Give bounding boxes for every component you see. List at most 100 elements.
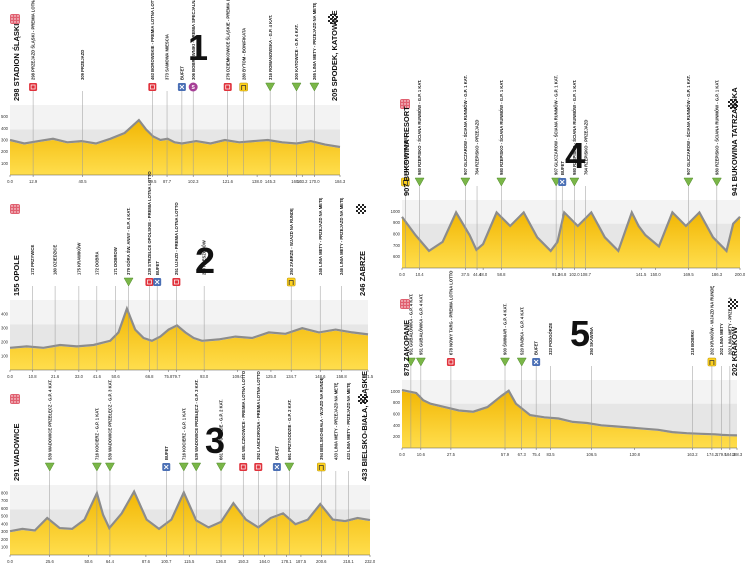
- y-tick-label: 400: [393, 423, 401, 428]
- poi-label: 394 BIELSKO-BIAŁA - WJAZD NA RUNDĘ: [319, 377, 324, 460]
- elevation-outline: [401, 209, 741, 254]
- finish-flag-check: [732, 307, 734, 309]
- finish-flag-check: [330, 16, 332, 18]
- finish-flag-check: [332, 22, 334, 24]
- elevation-area: [402, 391, 737, 448]
- poi-label: 172 PRZYWICE: [30, 245, 35, 275]
- start-flag-dot: [17, 205, 19, 207]
- start-flag-dot: [14, 208, 16, 210]
- finish-flag-check: [358, 398, 360, 400]
- x-tick-label: 158.8: [336, 374, 347, 379]
- start-flag-dot: [404, 300, 406, 302]
- x-tick-label: 163.2: [687, 452, 698, 457]
- poi-label: 951 GUBAŁÓWKA - G.P. 4 KAT.: [418, 294, 423, 355]
- x-tick-label: 171.5: [363, 374, 374, 379]
- poi-sprint-icon-inner: [448, 359, 454, 365]
- start-flag-dot: [401, 106, 403, 108]
- start-flag-dot: [11, 211, 13, 213]
- finish-flag-check: [360, 204, 362, 206]
- start-flag-dot: [407, 300, 409, 302]
- stage-finish-label: 941 BUKOWINA TATRZAŃSKA: [730, 87, 739, 196]
- poi-bonus-icon-arch: [709, 360, 715, 365]
- start-flag-dot: [14, 21, 16, 23]
- poi-sprint-icon: [446, 358, 455, 366]
- poi-feed-icon-cross: [163, 464, 169, 470]
- poi-climb-icon: [216, 462, 226, 472]
- x-tick-label: 12.9: [29, 179, 38, 184]
- y-tick-label: 400: [1, 126, 9, 131]
- start-flag-dot: [407, 106, 409, 108]
- x-tick-label: 40.5: [78, 179, 87, 184]
- poi-label: 481 WILCZKOWICE - PREMIA LOTNA LOTTO: [241, 370, 246, 460]
- finish-flag-icon: [728, 299, 738, 309]
- poi-label: 373 SAMOWA MIESCIA: [165, 34, 170, 80]
- start-flag-dot: [11, 205, 13, 207]
- poi-label: BUFET: [534, 341, 539, 355]
- y-tick-label: 300: [1, 529, 9, 534]
- poi-label: 539 WADOWICE PRZEŁĘCZ - G.P. 4 KAT.: [47, 379, 52, 460]
- finish-flag-icon: [328, 14, 338, 24]
- poi-label: BUFET: [274, 446, 279, 460]
- y-tick-label: 400: [1, 312, 9, 317]
- finish-flag-check: [360, 212, 362, 214]
- x-tick-label: 44.4: [473, 272, 482, 277]
- y-tick-label: 900: [393, 220, 401, 225]
- poi-feed-icon-cross: [274, 464, 280, 470]
- finish-flag-check: [358, 402, 360, 404]
- stage-number: 2: [195, 240, 215, 281]
- poi-label: 239 STRZELCE OPOLSKIE - PREMIA LOTNA LOT…: [147, 171, 152, 275]
- x-tick-label: 134.7: [286, 374, 297, 379]
- x-tick-label: 164.0: [259, 559, 270, 564]
- x-tick-label: 0.0: [7, 179, 13, 184]
- poi-climb-icon: [191, 462, 202, 472]
- poi-label: 539 WADOWICE PRZEŁĘCZ - G.P. 3 KAT.: [194, 379, 199, 460]
- y-tick-label: 200: [1, 340, 9, 345]
- poi-sprint-icon-inner: [174, 279, 179, 285]
- start-flag-dot: [17, 21, 19, 23]
- x-tick-label: 37.5: [461, 272, 470, 277]
- poi-climb-icon: [414, 177, 425, 187]
- poi-climb-icon: [291, 82, 302, 92]
- poi-sprint-icon-inner: [30, 84, 36, 90]
- poi-label: 951 GUBAŁÓWKA - G.P. 4 KAT.: [408, 294, 413, 355]
- finish-flag-check: [364, 212, 366, 214]
- poi-sprint-icon-inner: [240, 464, 246, 470]
- finish-flag-check: [366, 398, 368, 400]
- poi-bonus-icon: [707, 357, 717, 367]
- finish-flag-check: [358, 206, 360, 208]
- poi-label: 463 BOROWSKIE - PREMIA LOTNA LOTTO: [150, 0, 155, 80]
- x-tick-label: 188.3: [732, 452, 743, 457]
- x-tick-label: 66.8: [145, 374, 154, 379]
- stage-2-profile: 100 200 300 400 0.0 10.8 21.6 33.0 41.6 50.6 66.8 7…: [1, 171, 374, 379]
- poi-climb-icon: [105, 462, 115, 472]
- y-tick-label: 800: [1, 490, 9, 495]
- finish-flag-check: [734, 101, 736, 103]
- poi-label: BUFET: [164, 446, 169, 460]
- finish-flag-check: [736, 99, 738, 101]
- finish-flag-check: [734, 301, 736, 303]
- finish-flag-check: [732, 303, 734, 305]
- poi-label: 250 ZABRZE - WJAZD NA RUNDĘ: [289, 208, 294, 275]
- poi-climb-icon: [460, 177, 471, 187]
- poi-climb-icon: [516, 357, 527, 367]
- finish-flag-check: [732, 299, 734, 301]
- elevation-area: [10, 121, 340, 175]
- poi-label: 764 RZEPISKO - PRZEJAZD: [583, 120, 588, 175]
- start-flag-dot: [407, 303, 409, 305]
- y-tick-label: 300: [1, 138, 9, 143]
- x-tick-label: 141.5: [636, 272, 647, 277]
- stage-5-profile: 200 400 600 800 1000 0.0 10.6 27.5 57.9 67.3 75.4 8…: [391, 270, 743, 457]
- poi-label: 202 LINIA METY: [719, 323, 724, 355]
- finish-flag-check: [328, 22, 330, 24]
- start-flag-dot: [14, 398, 16, 400]
- x-tick-label: 50.6: [112, 374, 121, 379]
- poi-label: 246 LINIA METY - PRZEJAZD NA METĘ: [318, 197, 323, 275]
- start-flag-dot: [17, 395, 19, 397]
- start-flag-dot: [17, 15, 19, 17]
- poi-sprint-icon-inner: [225, 84, 231, 90]
- x-tick-label: 10.6: [417, 452, 426, 457]
- poi-label: WJAZD NA RUNDĘ: [403, 137, 408, 175]
- x-tick-label: 0.0: [7, 559, 13, 564]
- x-tick-label: 79.7: [172, 374, 181, 379]
- y-tick-label: 500: [1, 514, 9, 519]
